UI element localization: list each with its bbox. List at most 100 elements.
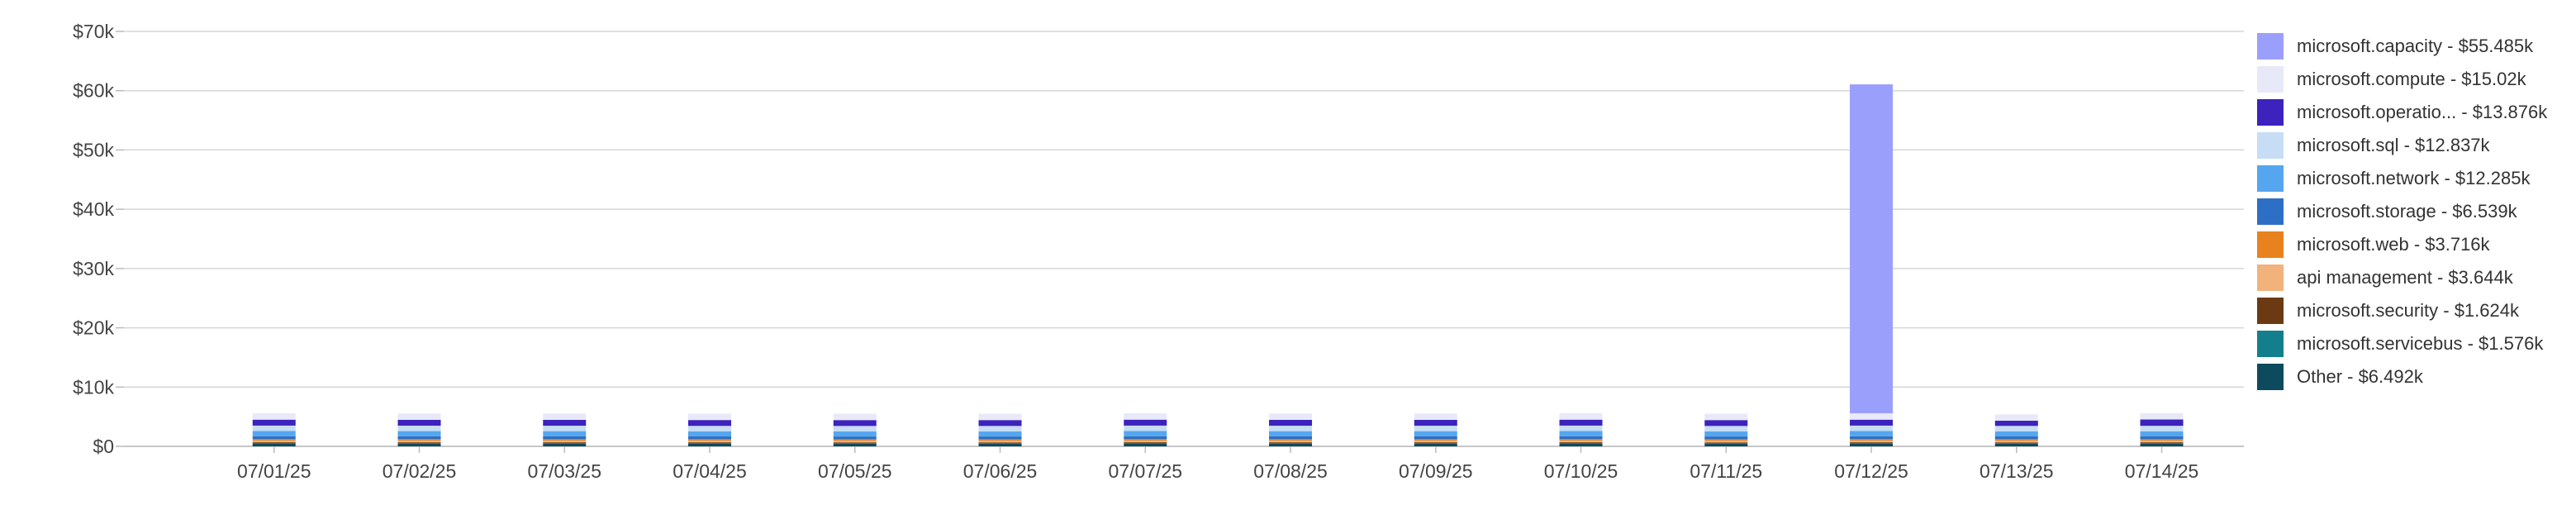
bar-segment-microsoft-web — [252, 439, 296, 441]
bar-segment-microsoft-operatio- — [1414, 419, 1457, 427]
bar-segment-microsoft-network — [1124, 431, 1167, 436]
legend-swatch — [2257, 99, 2284, 126]
bar-segment-microsoft-servicebus — [1704, 442, 1748, 444]
bar-segment-other — [397, 443, 441, 446]
bar-segment-microsoft-web — [2140, 439, 2184, 441]
bar-segment-microsoft-web — [1850, 439, 1894, 441]
x-tick-label: 07/06/25 — [963, 460, 1038, 482]
stacked-bar-chart: $0 $10k $20k $30k $40k $50k $60k $70k 07/01/25 07… — [73, 21, 2244, 482]
bar-segment-other — [1414, 443, 1457, 446]
bar-segment-microsoft-sql — [688, 426, 732, 431]
legend-item[interactable]: microsoft.servicebus - $1.576k — [2257, 327, 2547, 360]
legend-item[interactable]: microsoft.operatio... - $13.876k — [2257, 96, 2547, 129]
bar-segment-other — [1124, 443, 1167, 446]
bar-segment-api-management — [1269, 441, 1313, 443]
bar-segment-other — [1994, 443, 2038, 446]
bar-segment-microsoft-web — [1994, 439, 2038, 441]
bar-segment-microsoft-operatio- — [833, 420, 877, 427]
legend-label: microsoft.web - $3.716k — [2297, 234, 2490, 255]
bar-segment-microsoft-sql — [978, 426, 1022, 431]
bar-segment-microsoft-network — [397, 431, 441, 436]
bar-segment-microsoft-compute — [1414, 413, 1457, 420]
bar-segment-microsoft-servicebus — [688, 442, 732, 444]
bar-segment-microsoft-operatio- — [1124, 419, 1167, 426]
bar-segment-microsoft-compute — [1994, 414, 2038, 421]
legend-swatch — [2257, 165, 2284, 192]
bar-segment-api-management — [1559, 441, 1603, 442]
bar-segment-microsoft-web — [1124, 439, 1167, 441]
y-tick-label: $0 — [93, 436, 114, 457]
y-tick-label: $20k — [73, 317, 114, 339]
x-tick-label: 07/03/25 — [527, 460, 601, 482]
bar-segment-api-management — [1994, 441, 2038, 443]
bar-segment-microsoft-network — [833, 431, 877, 437]
bar-segment-microsoft-security — [252, 441, 296, 443]
legend-label: microsoft.capacity - $55.485k — [2297, 36, 2534, 56]
legend-label: microsoft.operatio... - $13.876k — [2297, 102, 2548, 122]
legend-swatch — [2257, 33, 2284, 60]
bar-segment-microsoft-network — [1994, 431, 2038, 437]
legend-item[interactable]: microsoft.capacity - $55.485k — [2257, 30, 2547, 63]
bar-segment-microsoft-servicebus — [1559, 442, 1603, 444]
bar-segment-microsoft-servicebus — [1994, 442, 2038, 444]
bar-segment-microsoft-operatio- — [252, 419, 296, 426]
y-tick-label: $40k — [73, 198, 114, 220]
bar-segment-microsoft-servicebus — [397, 442, 441, 444]
x-tick-label: 07/07/25 — [1109, 460, 1183, 482]
bar-segment-microsoft-sql — [1704, 426, 1748, 431]
bar-segment-microsoft-operatio- — [688, 420, 732, 427]
legend-label: microsoft.servicebus - $1.576k — [2297, 333, 2544, 354]
legend-swatch — [2257, 198, 2284, 225]
bar-segment-microsoft-operatio- — [978, 420, 1022, 427]
bar-segment-microsoft-operatio- — [1850, 419, 1894, 426]
legend-item[interactable]: microsoft.security - $1.624k — [2257, 294, 2547, 327]
bar-segment-microsoft-web — [833, 439, 877, 441]
bar-segment-microsoft-storage — [543, 436, 587, 440]
bar-segment-microsoft-security — [1994, 442, 2038, 443]
legend-item[interactable]: microsoft.web - $3.716k — [2257, 228, 2547, 261]
bar-segment-microsoft-storage — [1124, 436, 1167, 440]
bar-segment-microsoft-network — [1559, 431, 1603, 436]
legend-item[interactable]: Other - $6.492k — [2257, 360, 2547, 393]
bar-segment-microsoft-operatio- — [1994, 420, 2038, 427]
legend-item[interactable]: microsoft.compute - $15.02k — [2257, 63, 2547, 96]
legend-swatch — [2257, 66, 2284, 93]
y-tick-label: $30k — [73, 258, 114, 279]
bar-segment-microsoft-storage — [1994, 436, 2038, 440]
bar-segment-microsoft-storage — [1704, 436, 1748, 440]
bar-segment-microsoft-network — [1414, 431, 1457, 436]
legend-swatch — [2257, 264, 2284, 291]
bar-segment-microsoft-operatio- — [1269, 419, 1313, 427]
bar-segment-microsoft-web — [688, 439, 732, 441]
x-tick-label: 07/02/25 — [383, 460, 457, 482]
bar-segment-microsoft-servicebus — [1850, 442, 1894, 444]
bar-segment-microsoft-servicebus — [1414, 442, 1457, 444]
legend-label: Other - $6.492k — [2297, 366, 2423, 387]
legend-item[interactable]: microsoft.sql - $12.837k — [2257, 129, 2547, 162]
bar-segment-microsoft-sql — [1559, 425, 1603, 431]
x-tick-label: 07/10/25 — [1544, 460, 1618, 482]
bar-segment-microsoft-servicebus — [978, 442, 1022, 444]
bar-segment-microsoft-operatio- — [1559, 419, 1603, 426]
bar-segment-api-management — [1850, 441, 1894, 442]
legend-item[interactable]: api management - $3.644k — [2257, 261, 2547, 294]
bar-segment-microsoft-security — [1850, 441, 1894, 443]
bar-segment-microsoft-servicebus — [2140, 442, 2184, 444]
x-tick-label: 07/01/25 — [237, 460, 311, 482]
bar-segment-api-management — [688, 441, 732, 443]
bar-segment-other — [688, 443, 732, 446]
x-tick-label: 07/08/25 — [1253, 460, 1328, 482]
chart-legend: microsoft.capacity - $55.485k microsoft.c… — [2257, 30, 2547, 393]
legend-item[interactable]: microsoft.network - $12.285k — [2257, 162, 2547, 195]
bar-segment-microsoft-compute — [1850, 412, 1894, 420]
bar-segment-microsoft-security — [543, 442, 587, 443]
legend-label: microsoft.sql - $12.837k — [2297, 135, 2490, 155]
bar-segment-microsoft-network — [1850, 431, 1894, 436]
bar-segment-microsoft-capacity — [1850, 84, 1894, 413]
bar-segment-microsoft-compute — [833, 413, 877, 421]
legend-item[interactable]: microsoft.storage - $6.539k — [2257, 195, 2547, 228]
bar-segment-api-management — [1704, 441, 1748, 443]
bar-segment-microsoft-security — [2140, 442, 2184, 443]
bar-segment-microsoft-web — [1269, 439, 1313, 441]
bar-segment-microsoft-servicebus — [1124, 442, 1167, 444]
